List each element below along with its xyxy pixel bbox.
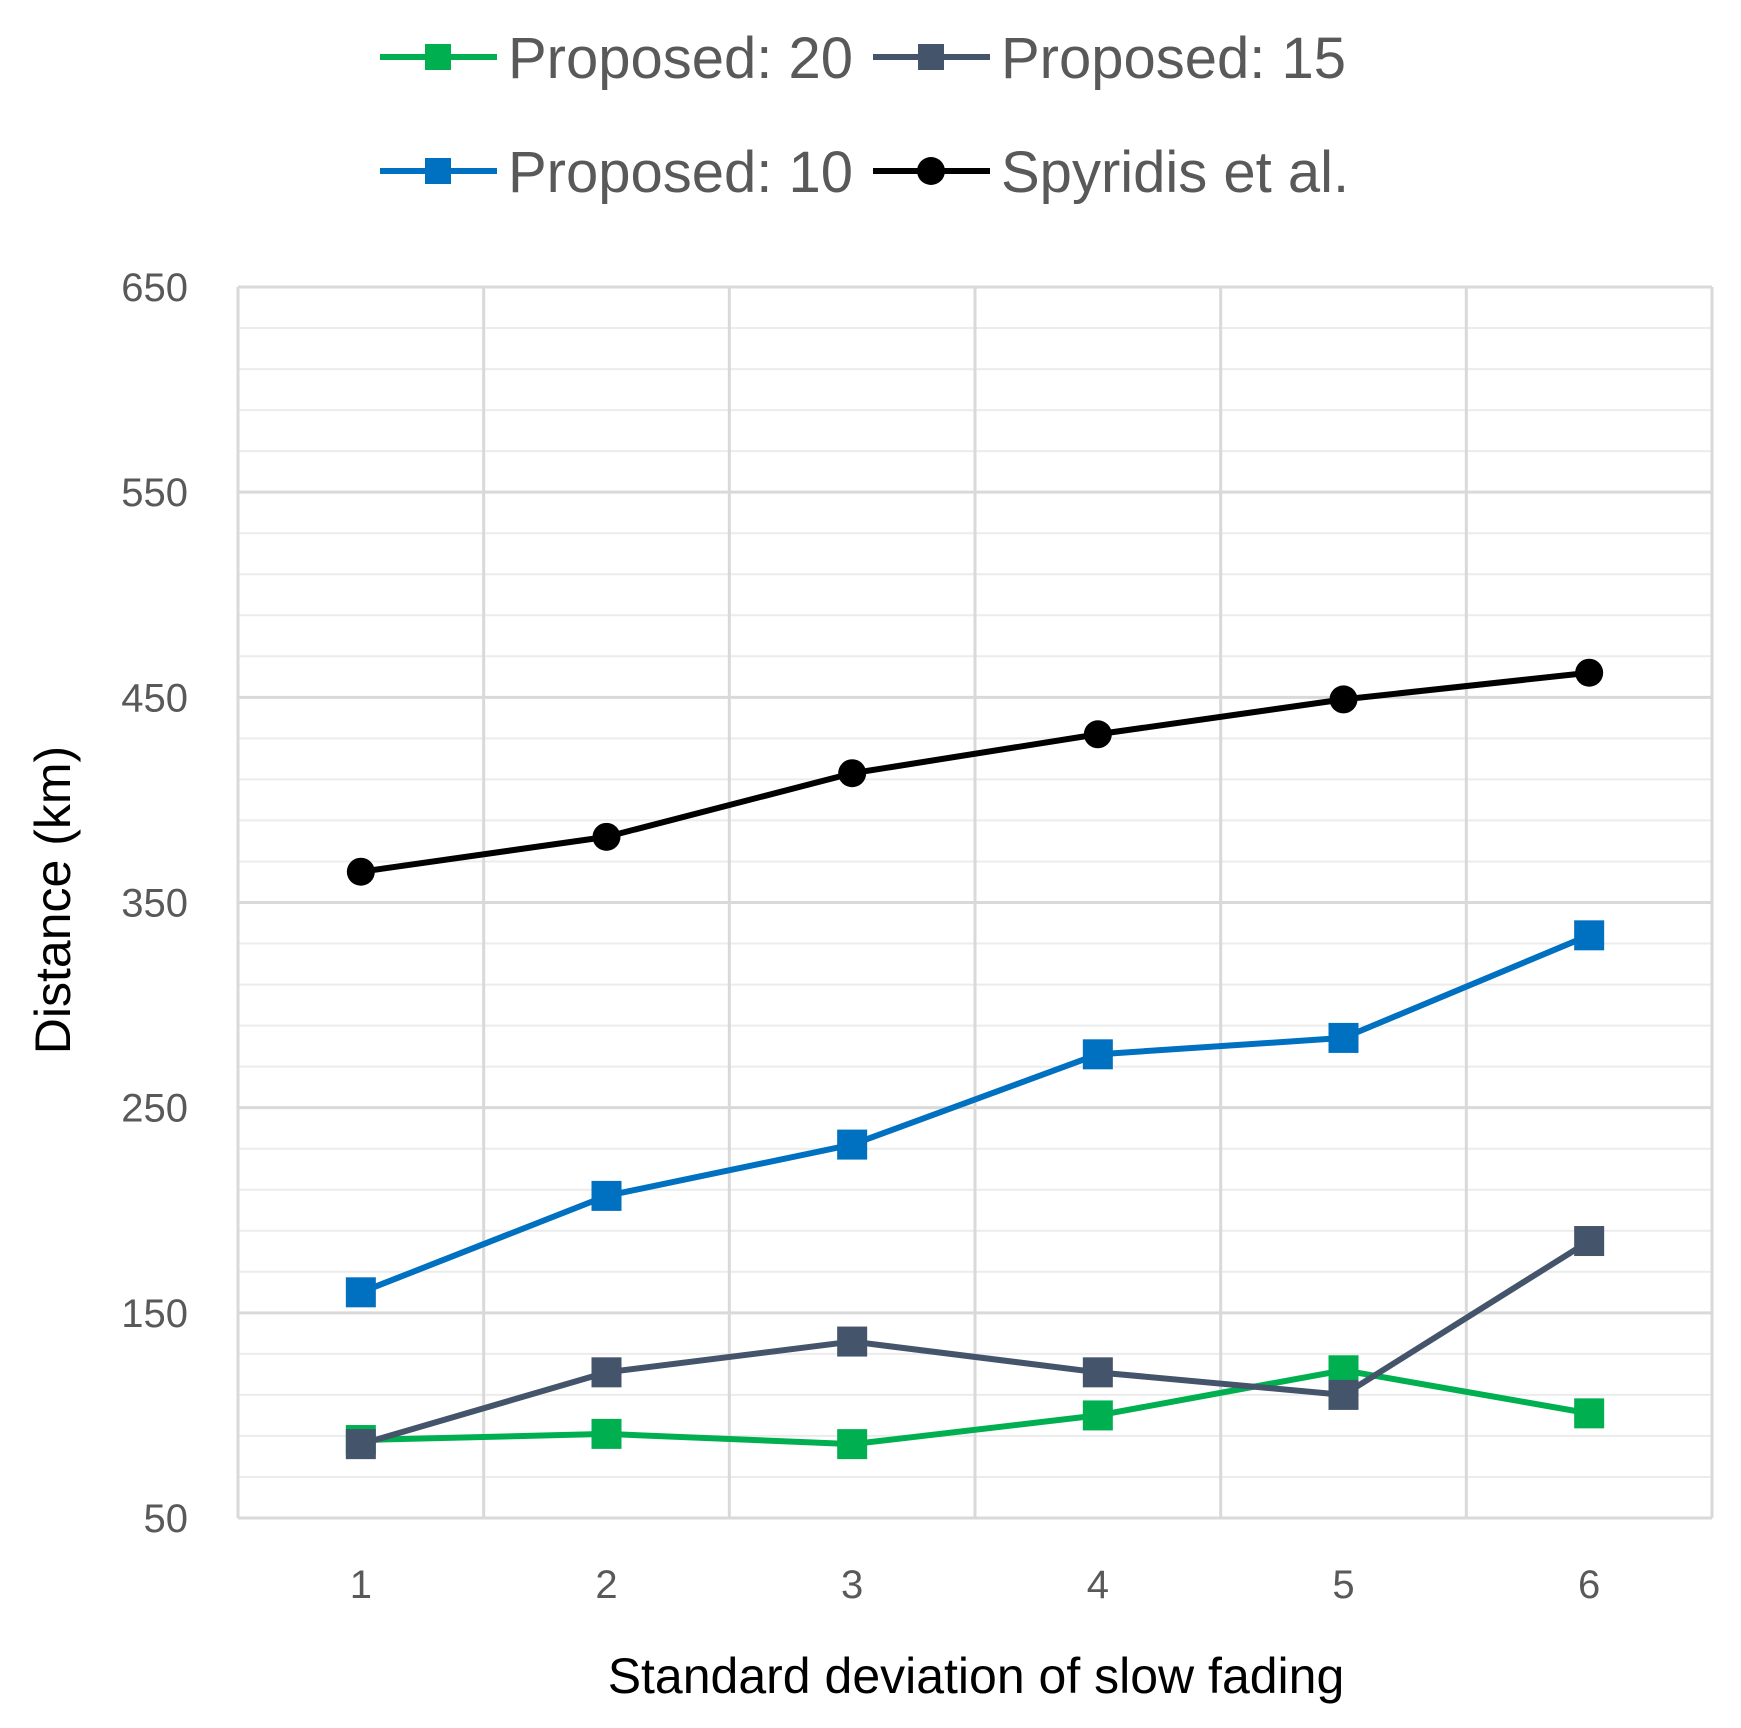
y-tick-label: 350 xyxy=(121,882,188,926)
y-tick-label: 650 xyxy=(121,266,188,310)
y-tick-labels: 50 150 250 350 450 550 650 xyxy=(121,266,188,1541)
data-point-proposed-10 xyxy=(1328,1022,1359,1053)
data-point-spyridis-et-al xyxy=(346,857,375,886)
data-point-proposed-10 xyxy=(345,1277,376,1308)
y-tick-label: 250 xyxy=(121,1087,188,1131)
series-proposed-15 xyxy=(345,1226,1605,1460)
legend-label-proposed-20: Proposed: 20 xyxy=(508,26,853,91)
data-point-proposed-15 xyxy=(1082,1357,1113,1388)
data-point-proposed-15 xyxy=(837,1326,868,1357)
legend-item-proposed-10: Proposed: 10 xyxy=(380,140,853,205)
series-line-proposed-20 xyxy=(360,1367,1590,1448)
y-tick-label: 450 xyxy=(121,676,188,720)
x-tick-labels: 1 2 3 4 5 6 xyxy=(350,1563,1601,1607)
data-point-proposed-10 xyxy=(837,1129,868,1160)
data-point-spyridis-et-al xyxy=(1575,658,1604,687)
data-point-proposed-15 xyxy=(345,1429,376,1460)
data-point-proposed-15 xyxy=(1574,1226,1605,1257)
data-point-spyridis-et-al xyxy=(1083,720,1112,749)
y-tick-label: 50 xyxy=(144,1497,189,1541)
data-point-proposed-20 xyxy=(1082,1400,1113,1431)
data-point-spyridis-et-al xyxy=(1329,685,1358,714)
x-tick-label: 6 xyxy=(1578,1563,1600,1607)
series-proposed-10 xyxy=(345,920,1605,1308)
data-point-proposed-15 xyxy=(1328,1379,1359,1410)
series-line-proposed-15 xyxy=(359,1238,1591,1448)
data-point-proposed-20 xyxy=(591,1418,622,1449)
legend-label-proposed-15: Proposed: 15 xyxy=(1001,26,1346,91)
legend-item-proposed-15: Proposed: 15 xyxy=(873,26,1346,91)
data-point-spyridis-et-al xyxy=(838,759,867,788)
x-tick-label: 3 xyxy=(841,1563,863,1607)
data-point-proposed-10 xyxy=(591,1180,622,1211)
data-point-proposed-20 xyxy=(837,1429,868,1460)
legend: Proposed: 20 Proposed: 15 Proposed: 10 S… xyxy=(380,26,1349,205)
legend-label-spyridis: Spyridis et al. xyxy=(1001,140,1349,205)
legend-item-spyridis: Spyridis et al. xyxy=(873,140,1349,205)
y-tick-label: 150 xyxy=(121,1292,188,1336)
y-tick-label: 550 xyxy=(121,471,188,515)
data-point-proposed-20 xyxy=(1574,1398,1605,1429)
grid xyxy=(236,285,1714,1520)
series-line-proposed-10 xyxy=(359,932,1591,1296)
x-tick-label: 2 xyxy=(595,1563,617,1607)
y-axis-title: Distance (km) xyxy=(25,746,81,1054)
series-spyridis-et-al xyxy=(346,658,1604,886)
series-line-spyridis-et-al xyxy=(360,669,1590,875)
legend-item-proposed-20: Proposed: 20 xyxy=(380,26,853,91)
series-layer xyxy=(345,658,1605,1460)
legend-label-proposed-10: Proposed: 10 xyxy=(508,140,853,205)
data-point-proposed-15 xyxy=(591,1357,622,1388)
x-axis-title: Standard deviation of slow fading xyxy=(608,1648,1345,1704)
x-tick-label: 1 xyxy=(350,1563,372,1607)
data-point-proposed-10 xyxy=(1574,920,1605,951)
x-tick-label: 5 xyxy=(1332,1563,1354,1607)
data-point-proposed-10 xyxy=(1082,1039,1113,1070)
x-tick-label: 4 xyxy=(1087,1563,1109,1607)
data-point-spyridis-et-al xyxy=(592,822,621,851)
